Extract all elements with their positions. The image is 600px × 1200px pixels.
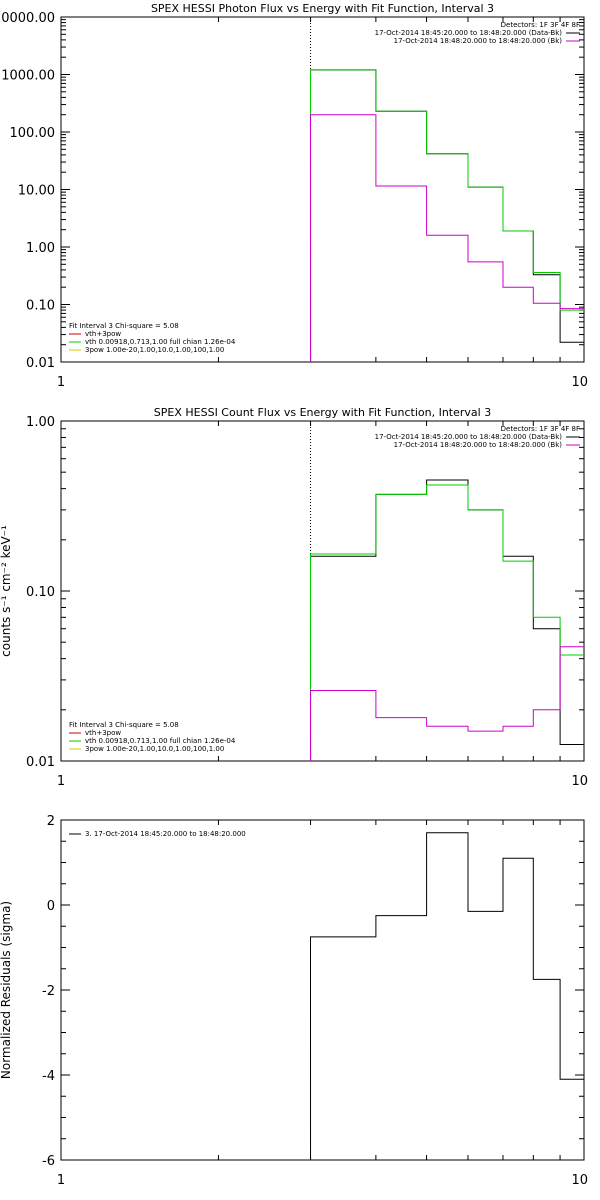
legend-entry: 17-Oct-2014 18:48:20.000 to 18:48:20.000… (394, 441, 563, 449)
y-tick-label: 0.01 (26, 356, 55, 371)
y-tick-label: 2 (47, 814, 55, 829)
series-fit-line (309, 69, 584, 362)
y-tick-label: 100.00 (10, 126, 56, 141)
series-data-line (309, 479, 584, 761)
y-tick-label: 0 (47, 899, 55, 914)
y-tick-label: -2 (42, 984, 55, 999)
plot-frame (60, 16, 585, 363)
y-tick-label: 0.01 (26, 755, 55, 770)
y-tick-label: 0.10 (26, 299, 55, 314)
panel-2: SPEX HESSI Count Flux vs Energy with Fit… (0, 406, 588, 789)
legend-entry: 3pow 1.00e-20,1.00,10.0,1.00,100,1.00 (85, 745, 224, 753)
y-tick-label: -4 (42, 1069, 55, 1084)
x-tick-label: 10 (571, 1173, 588, 1188)
chart-title: SPEX HESSI Photon Flux vs Energy with Fi… (151, 2, 494, 15)
x-tick-label: 10 (571, 375, 588, 390)
y-tick-label: 0.10 (26, 585, 55, 600)
y-tick-label: 10.00 (18, 184, 55, 199)
y-tick-label: 10000.00 (0, 11, 55, 26)
legend-entry: vth 0.00918,0.713,1.00 full chian 1.26e-… (85, 338, 236, 346)
legend-entry: vth 0.00918,0.713,1.00 full chian 1.26e-… (85, 737, 236, 745)
legend-fit-title: Fit Interval 3 Chi-square = 5.08 (69, 322, 179, 330)
panel-3: Normalized Residuals (sigma) -6 -4 -2 0 2 1 10 3… (0, 814, 588, 1188)
legend-entry: 17-Oct-2014 18:48:20.000 to 18:48:20.000… (394, 37, 563, 45)
plot-frame (60, 420, 585, 762)
y-tick-label: 1.00 (26, 241, 55, 256)
y-tick-label: -6 (42, 1154, 55, 1169)
legend-detectors-title: Detectors: 1F 3F 4F 8F (501, 425, 580, 433)
series-fit-line (309, 484, 584, 761)
legend-entry: 3. 17-Oct-2014 18:45:20.000 to 18:48:20.… (85, 830, 246, 838)
y-tick-label: 1000.00 (1, 69, 55, 84)
legend-entry: 17-Oct-2014 18:45:20.000 to 18:48:20.000… (375, 433, 563, 441)
chart-title: SPEX HESSI Count Flux vs Energy with Fit… (154, 406, 491, 419)
legend-entry: vth+3pow (85, 330, 121, 338)
legend-entry: 17-Oct-2014 18:45:20.000 to 18:48:20.000… (375, 29, 563, 37)
y-axis-label: Normalized Residuals (sigma) (0, 901, 13, 1079)
legend-entry: 3pow 1.00e-20,1.00,10.0,1.00,100,1.00 (85, 346, 224, 354)
series-bkg-line (309, 646, 584, 761)
legend-detectors-title: Detectors: 1F 3F 4F 8F (501, 21, 580, 29)
plot-frame (60, 819, 585, 1161)
legend-entry: vth+3pow (85, 729, 121, 737)
series-bkg-line (309, 114, 584, 362)
legend-fit-title: Fit Interval 3 Chi-square = 5.08 (69, 721, 179, 729)
x-tick-label: 1 (57, 375, 65, 390)
y-tick-label: 1.00 (26, 415, 55, 430)
x-tick-label: 10 (571, 774, 588, 789)
x-tick-label: 1 (57, 1173, 65, 1188)
x-tick-label: 1 (57, 774, 65, 789)
series-residuals-line (309, 832, 584, 1160)
panel-1: SPEX HESSI Photon Flux vs Energy with Fi… (0, 2, 588, 390)
y-axis-label: counts s⁻¹ cm⁻² keV⁻¹ (0, 525, 13, 657)
series-data-line (309, 69, 584, 362)
